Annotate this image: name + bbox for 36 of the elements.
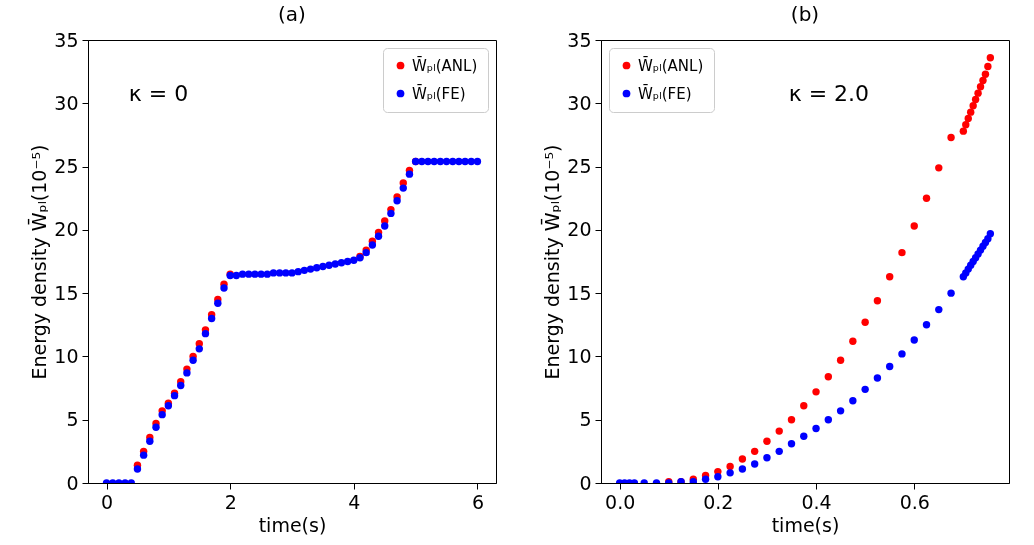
chart-title: (a) [278,2,306,26]
x-tick-label: 0.6 [899,490,930,513]
y-tick-label: 20 [54,218,79,241]
x-axis-title: time(s) [258,513,327,536]
legend-label: W̄ₚₗ(FE) [638,83,692,103]
x-tick-label: 0.2 [703,490,734,513]
y-tick-label: 35 [567,28,592,51]
annotation: κ = 0 [128,81,189,106]
x-tick-label: 6 [471,490,484,513]
y-tick-label: 10 [54,344,79,367]
x-tick-label: 0 [101,490,114,513]
legend-label: W̄ₚₗ(FE) [412,83,466,103]
y-tick-label: 15 [54,281,79,304]
x-tick-label: 0.4 [801,490,832,513]
y-tick-label: 15 [567,281,592,304]
y-tick-label: 25 [54,155,79,178]
y-tick-label: 0 [66,471,79,494]
y-tick-label: 35 [54,28,79,51]
y-axis-title: Energy density W̄ₚₗ(10⁻⁵) [539,144,564,380]
y-tick-label: 30 [567,91,592,114]
x-tick-label: 2 [224,490,237,513]
y-tick-label: 5 [579,408,592,431]
y-tick-label: 0 [579,471,592,494]
y-tick-label: 10 [567,344,592,367]
legend-label: W̄ₚₗ(ANL) [412,55,478,75]
y-tick-label: 30 [54,91,79,114]
x-tick-label: 4 [348,490,361,513]
y-tick-label: 20 [567,218,592,241]
legend-label: W̄ₚₗ(ANL) [638,55,704,75]
y-tick-label: 5 [66,408,79,431]
y-tick-label: 25 [567,155,592,178]
annotation: κ = 2.0 [788,81,870,106]
x-tick-label: 0.0 [605,490,636,513]
chart-title: (b) [790,2,820,26]
x-axis-title: time(s) [771,513,840,536]
y-axis-title: Energy density W̄ₚₗ(10⁻⁵) [26,144,51,380]
